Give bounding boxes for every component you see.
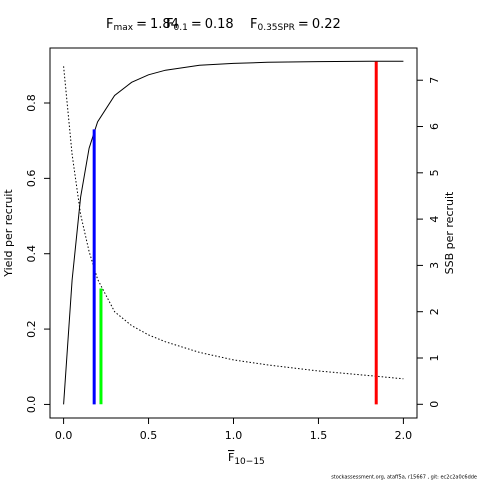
y2-tick-label: 5 [428, 169, 441, 176]
y2-tick-label: 6 [428, 123, 441, 130]
x-tick-label: 1.0 [225, 429, 243, 442]
y2-axis-label: SSB per recruit [443, 191, 456, 274]
title-item: F0.1 = 0.18 [166, 17, 234, 33]
y2-tick-label: 4 [428, 216, 441, 223]
y-tick-label: 0.2 [25, 320, 38, 338]
y-axis-label: Yield per recruit [2, 189, 15, 278]
y2-tick-label: 0 [428, 401, 441, 408]
y-tick-label: 0.6 [25, 170, 38, 188]
y2-tick-label: 3 [428, 262, 441, 269]
y-tick-label: 0.0 [25, 396, 38, 414]
x-tick-label: 0.0 [55, 429, 73, 442]
title-relation: = [136, 17, 147, 32]
title-symbol: F [106, 17, 113, 32]
y2-tick-label: 1 [428, 355, 441, 362]
x-tick-label: 2.0 [395, 429, 413, 442]
x-tick-label: 0.5 [140, 429, 158, 442]
title-symbol: F [166, 17, 173, 32]
x-axis-label-symbol: F [228, 451, 234, 464]
title-relation: = [191, 17, 202, 32]
y2-tick-label: 7 [428, 77, 441, 84]
title-symbol: F [250, 17, 257, 32]
x-tick-label: 1.5 [310, 429, 328, 442]
title-subscript: max [113, 23, 133, 33]
title-value: 0.22 [312, 17, 341, 32]
title-subscript: 0.1 [173, 23, 187, 33]
yield-curve [63, 60, 404, 405]
x-axis-label-subscript: 10−15 [234, 457, 264, 467]
y2-tick-label: 2 [428, 308, 441, 315]
title-value: 1.84 [150, 17, 179, 32]
title-value: 0.18 [205, 17, 234, 32]
credit: stockassessment.org, ataff5a, r15667 , g… [331, 475, 477, 480]
y-tick-label: 0.8 [25, 94, 38, 112]
plot-frame [49, 47, 418, 419]
title-item: F0.35SPR = 0.22 [250, 17, 341, 33]
title-item: Fmax = 1.84 [106, 17, 179, 33]
y-tick-label: 0.4 [25, 245, 38, 263]
x-axis-label: F10−15 [228, 451, 265, 467]
title-relation: = [298, 17, 309, 32]
title-subscript: 0.35SPR [257, 23, 294, 33]
ssb-curve [63, 66, 404, 380]
